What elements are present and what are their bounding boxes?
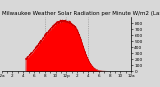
Text: Milwaukee Weather Solar Radiation per Minute W/m2 (Last 24 Hours): Milwaukee Weather Solar Radiation per Mi… — [2, 11, 160, 16]
